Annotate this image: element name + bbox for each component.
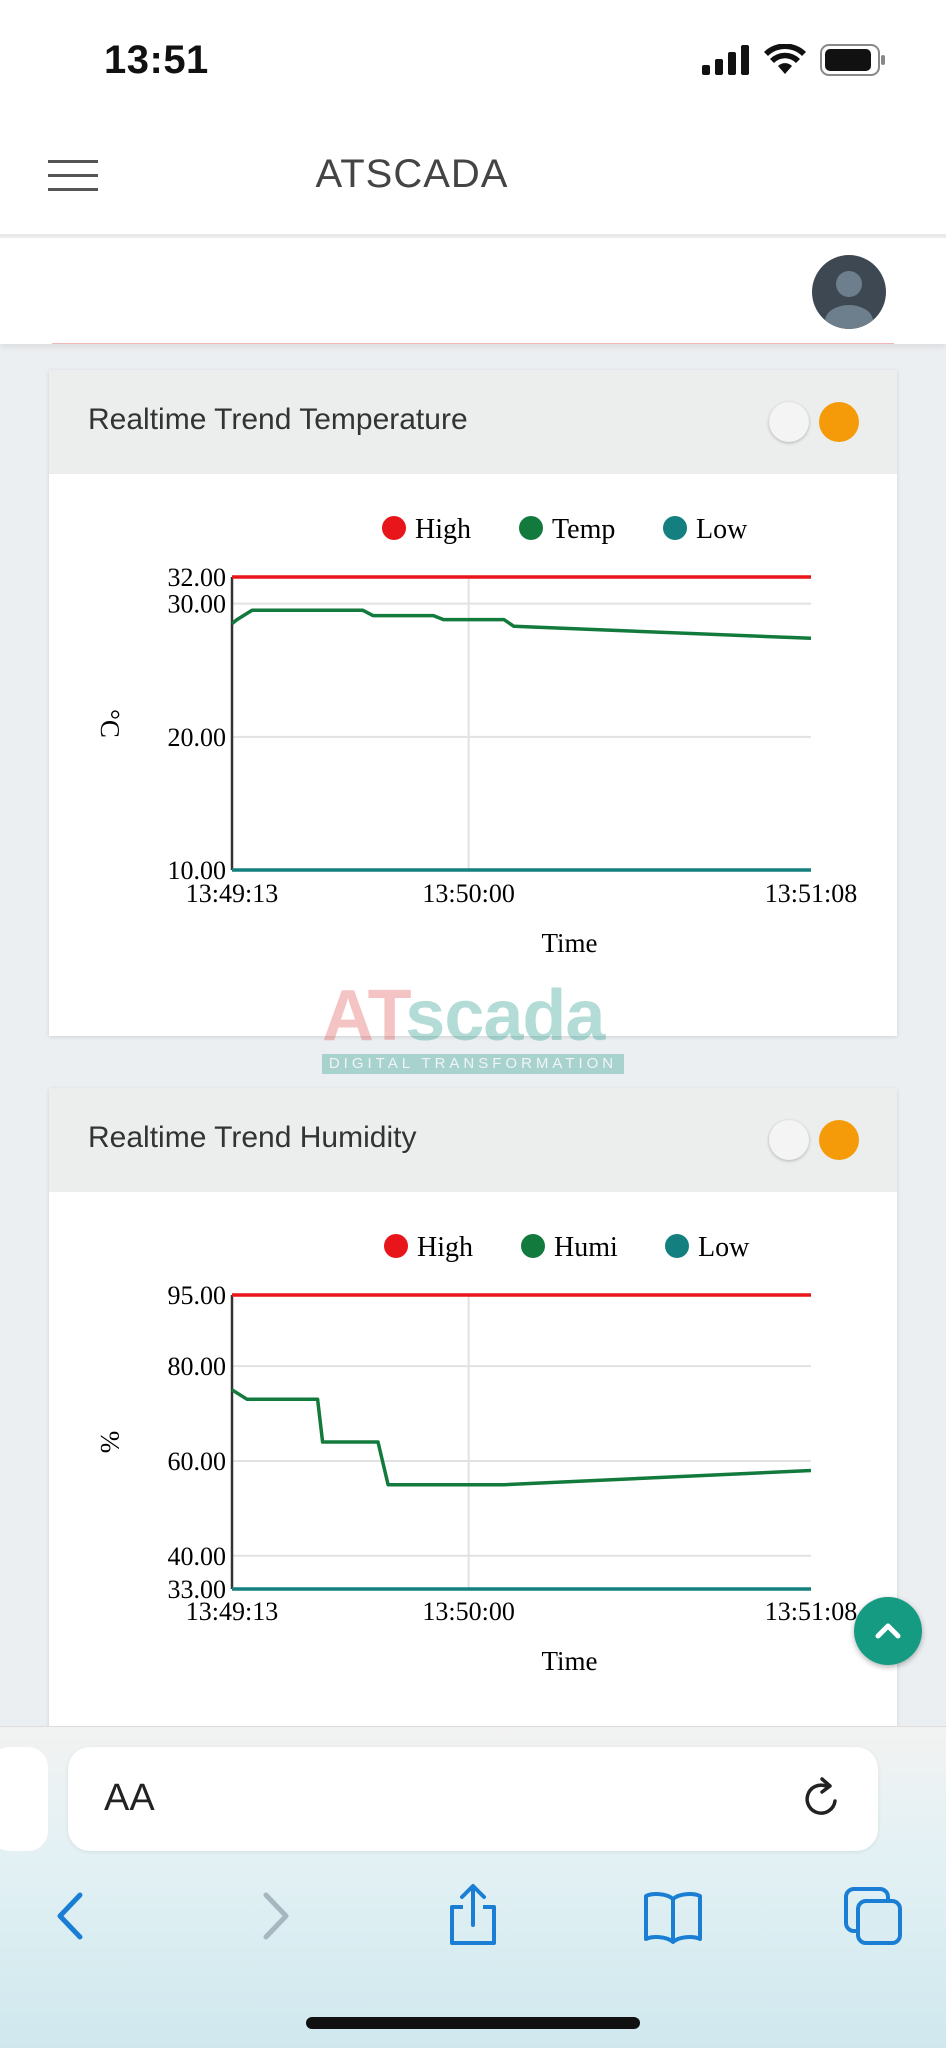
x-tick-label: 13:49:13 (186, 1597, 278, 1626)
x-tick-label: 13:51:08 (765, 1597, 857, 1626)
tabs-icon[interactable] (838, 1881, 908, 1951)
legend-label-humi[interactable]: Humi (554, 1232, 618, 1263)
y-tick-label: 60.00 (168, 1447, 227, 1476)
status-bar: 13:51 (0, 0, 946, 120)
legend-label-low[interactable]: Low (696, 514, 748, 545)
y-tick-label: 20.00 (168, 723, 227, 752)
card-header: Realtime Trend Humidity (49, 1088, 897, 1192)
legend-label-high[interactable]: High (415, 514, 471, 545)
previous-tab-preview[interactable] (0, 1747, 48, 1851)
y-tick-label: 32.00 (168, 563, 227, 592)
legend-marker-high[interactable] (382, 516, 406, 540)
chevron-right-icon[interactable] (240, 1881, 310, 1951)
toggle-orange[interactable] (819, 402, 859, 442)
legend-label-low[interactable]: Low (698, 1232, 750, 1263)
home-indicator (306, 2017, 640, 2029)
y-tick-label: 40.00 (168, 1542, 227, 1571)
address-bar[interactable]: AA (68, 1747, 878, 1851)
legend-marker-low[interactable] (663, 516, 687, 540)
toggle-white[interactable] (769, 1120, 809, 1160)
x-tick-label: 13:50:00 (422, 1597, 514, 1626)
series-line-temp (230, 608, 812, 641)
temperature-card: Realtime Trend Temperature 32.00 30.00 20.… (49, 370, 897, 1036)
y-tick-label: 10.00 (168, 856, 227, 885)
legend-marker-low[interactable] (665, 1234, 689, 1258)
watermark-brand-b: scada (405, 976, 605, 1056)
legend-marker-high[interactable] (384, 1234, 408, 1258)
user-bar (0, 238, 946, 344)
status-time: 13:51 (104, 38, 209, 82)
battery-icon (820, 44, 885, 76)
hamburger-icon[interactable] (48, 160, 98, 194)
signal-icon (702, 45, 749, 75)
book-icon[interactable] (638, 1881, 708, 1951)
y-tick-label: 80.00 (168, 1352, 227, 1381)
status-icons (702, 44, 886, 76)
legend-marker-humi[interactable] (521, 1234, 545, 1258)
card-title: Realtime Trend Temperature (88, 403, 468, 436)
y-tick-label: 30.00 (168, 590, 227, 619)
humidity-card: Realtime Trend Humidity 95.00 80.00 60.00 4… (49, 1088, 897, 1728)
watermark-tagline: DIGITAL TRANSFORMATION (322, 1054, 624, 1074)
url-input[interactable] (194, 1761, 790, 1837)
y-tick-label: 33.00 (168, 1575, 227, 1604)
divider (52, 343, 894, 344)
share-icon[interactable] (438, 1881, 508, 1951)
y-tick-label: 95.00 (168, 1281, 227, 1310)
x-axis-label: Time (541, 1646, 597, 1676)
user-avatar-icon[interactable] (812, 255, 886, 329)
chevron-left-icon[interactable] (36, 1881, 106, 1951)
wifi-icon (764, 44, 806, 74)
toggle-orange[interactable] (819, 1120, 859, 1160)
aa-label: AA (104, 1777, 155, 1819)
x-tick-label: 13:51:08 (765, 879, 857, 908)
navbar: ATSCADA (0, 120, 946, 236)
y-axis-label: °C (95, 709, 125, 738)
atscada-watermark: ATscada DIGITAL TRANSFORMATION (322, 980, 624, 1074)
y-axis-label: % (95, 1431, 125, 1454)
watermark-brand-a: AT (322, 976, 406, 1056)
browser-toolbar: AA (0, 1726, 946, 2048)
legend-label-temp[interactable]: Temp (552, 514, 615, 545)
card-title: Realtime Trend Humidity (88, 1121, 417, 1154)
x-tick-label: 13:49:13 (186, 879, 278, 908)
toggle-white[interactable] (769, 402, 809, 442)
legend-marker-temp[interactable] (519, 516, 543, 540)
series-line-humi (231, 1388, 812, 1487)
aa-button[interactable]: AA (104, 1777, 155, 1820)
scroll-top-button[interactable] (854, 1597, 922, 1665)
legend-label-high[interactable]: High (417, 1232, 473, 1263)
app-title: ATSCADA (315, 152, 509, 196)
chevron-up-icon (875, 1623, 901, 1639)
x-tick-label: 13:50:00 (422, 879, 514, 908)
reload-icon[interactable] (798, 1775, 846, 1823)
x-axis-label: Time (541, 928, 597, 958)
card-header: Realtime Trend Temperature (49, 370, 897, 474)
